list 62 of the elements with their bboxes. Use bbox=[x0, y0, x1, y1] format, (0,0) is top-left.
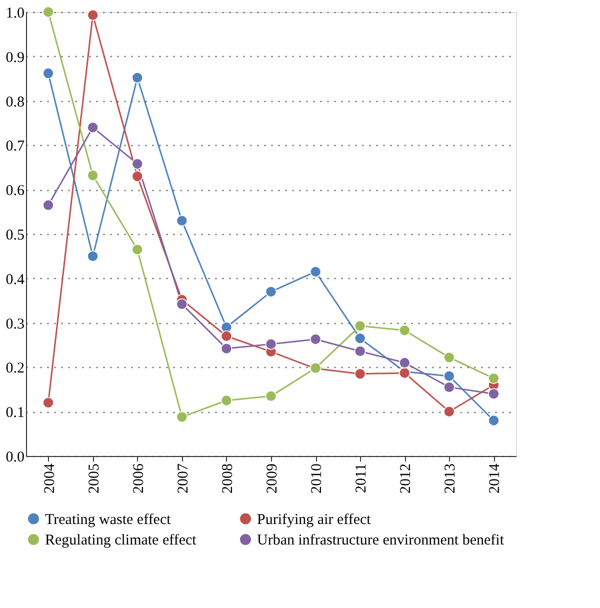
x-tick-label: 2008 bbox=[220, 464, 236, 494]
point bbox=[488, 388, 500, 400]
point bbox=[488, 372, 500, 384]
point bbox=[42, 397, 54, 408]
y-tick-label: 0.4 bbox=[6, 272, 25, 288]
y-tick-label: 0.7 bbox=[6, 138, 25, 155]
y-tick-label: 1.0 bbox=[6, 6, 24, 22]
point bbox=[87, 170, 98, 182]
point bbox=[220, 394, 232, 406]
point bbox=[132, 170, 144, 182]
point bbox=[132, 158, 144, 170]
point bbox=[176, 298, 188, 310]
point bbox=[87, 9, 98, 21]
point bbox=[132, 244, 144, 256]
point bbox=[87, 122, 98, 134]
legend-label: Treating waste effect bbox=[45, 512, 172, 528]
point bbox=[488, 414, 500, 426]
x-tick-label: 2005 bbox=[86, 464, 102, 494]
point bbox=[220, 342, 232, 354]
y-tick-label: 0.5 bbox=[6, 228, 24, 244]
point bbox=[354, 332, 366, 344]
x-tick-label: 2007 bbox=[175, 463, 192, 494]
y-tick-label: 0.8 bbox=[6, 94, 24, 110]
point bbox=[176, 411, 188, 423]
x-tick-label: 2013 bbox=[442, 464, 459, 494]
point bbox=[42, 68, 54, 79]
y-tick-label: 0.3 bbox=[6, 316, 24, 332]
point bbox=[265, 390, 277, 402]
legend-label: Regulating climate effect bbox=[45, 532, 198, 548]
x-tick-label: 2011 bbox=[354, 464, 370, 493]
point bbox=[354, 320, 366, 332]
y-tick-label: 0.6 bbox=[6, 183, 25, 200]
point bbox=[398, 357, 410, 368]
x-tick-label: 2010 bbox=[309, 464, 326, 494]
point bbox=[220, 330, 232, 342]
x-tick-label: 2009 bbox=[264, 464, 280, 494]
x-tick-label: 2014 bbox=[487, 463, 504, 494]
x-tick-label: 2006 bbox=[130, 463, 147, 494]
y-tick-label: 0.1 bbox=[6, 405, 24, 422]
point bbox=[310, 334, 322, 345]
point bbox=[444, 352, 455, 364]
y-tick-label: 0.9 bbox=[6, 50, 24, 66]
point bbox=[42, 6, 54, 18]
legend-label: Purifying air effect bbox=[257, 512, 372, 528]
point bbox=[354, 346, 366, 357]
x-tick-label: 2004 bbox=[42, 463, 58, 494]
point bbox=[87, 250, 98, 262]
point bbox=[132, 72, 144, 84]
y-tick-label: 0.0 bbox=[6, 450, 24, 466]
x-tick-label: 2012 bbox=[398, 464, 414, 494]
point bbox=[444, 406, 455, 418]
point bbox=[354, 368, 366, 380]
point bbox=[265, 286, 277, 298]
legend-label: Urban infrastructure environment benefit bbox=[257, 532, 505, 548]
point bbox=[265, 338, 277, 350]
point bbox=[310, 266, 322, 278]
point bbox=[398, 324, 410, 336]
point bbox=[444, 370, 455, 382]
y-tick-label: 0.2 bbox=[6, 360, 24, 377]
point bbox=[444, 382, 455, 393]
point bbox=[42, 200, 54, 211]
point bbox=[176, 215, 188, 226]
